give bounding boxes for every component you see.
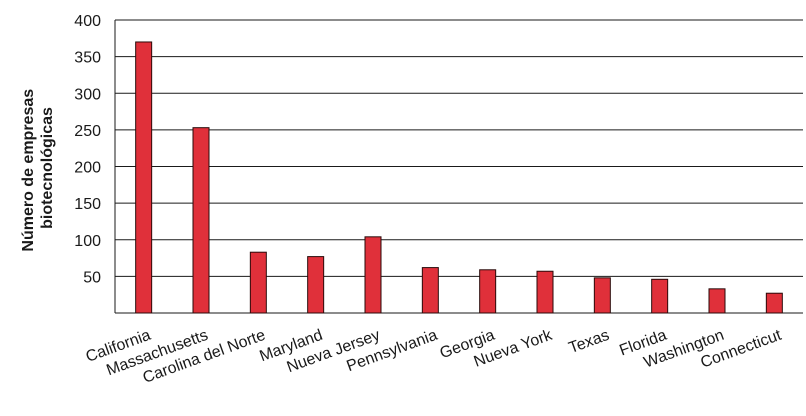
y-tick-label: 350 bbox=[74, 50, 101, 67]
bars bbox=[135, 41, 783, 314]
y-tick-label: 150 bbox=[74, 196, 101, 213]
bar bbox=[249, 251, 267, 314]
y-axis-title: Número de empresas biotecnológicas bbox=[20, 84, 56, 251]
grid-lines bbox=[115, 19, 803, 277]
bar bbox=[135, 41, 153, 314]
y-tick-label: 50 bbox=[83, 269, 101, 286]
bar bbox=[765, 292, 783, 314]
x-category-label: Texas bbox=[567, 327, 612, 357]
bar bbox=[307, 256, 325, 314]
bar bbox=[651, 278, 669, 314]
y-tick-labels: 50 100 150 200 250 300 350 400 bbox=[74, 13, 101, 286]
y-tick-label: 300 bbox=[74, 86, 101, 103]
bar bbox=[192, 127, 210, 314]
bar bbox=[536, 270, 554, 314]
bar bbox=[364, 236, 382, 314]
bar bbox=[479, 269, 497, 314]
y-axis-title-line2: biotecnológicas bbox=[39, 107, 56, 229]
bar bbox=[708, 288, 726, 314]
y-axis-title-line1: Número de empresas bbox=[20, 89, 37, 252]
axes bbox=[114, 20, 803, 314]
y-tick-label: 100 bbox=[74, 233, 101, 250]
bar bbox=[593, 277, 611, 314]
y-tick-label: 250 bbox=[74, 123, 101, 140]
bar bbox=[421, 267, 439, 314]
y-tick-label: 400 bbox=[74, 13, 101, 30]
y-tick-label: 200 bbox=[74, 160, 101, 177]
